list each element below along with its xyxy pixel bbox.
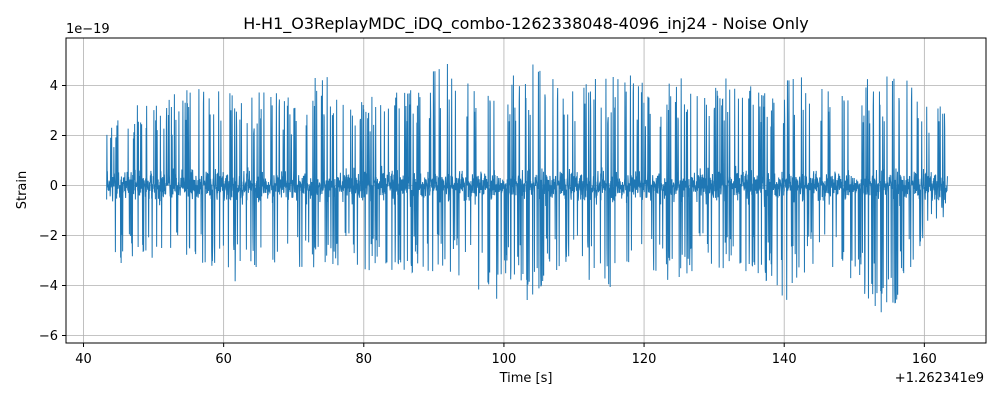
x-tick-label: 120 — [632, 352, 657, 367]
y-tick-label: −4 — [39, 279, 58, 294]
y-axis-label: Strain — [15, 171, 30, 210]
x-axis-offset-label: +1.262341e9 — [895, 371, 984, 386]
y-tick-label: −2 — [39, 229, 58, 244]
y-tick-label: −6 — [39, 329, 58, 344]
x-tick-label: 140 — [772, 352, 797, 367]
x-tick-label: 80 — [356, 352, 373, 367]
x-tick-label: 40 — [75, 352, 92, 367]
y-tick-label: 0 — [50, 179, 58, 194]
x-tick-label: 60 — [215, 352, 232, 367]
y-tick-label: 4 — [50, 79, 58, 94]
y-axis-scale-label: 1e−19 — [66, 22, 110, 37]
y-tick-label: 2 — [50, 129, 58, 144]
x-tick-label: 100 — [492, 352, 517, 367]
x-axis-label: Time [s] — [499, 371, 553, 386]
x-tick-label: 160 — [912, 352, 937, 367]
chart-title: H-H1_O3ReplayMDC_iDQ_combo-1262338048-40… — [243, 14, 809, 34]
